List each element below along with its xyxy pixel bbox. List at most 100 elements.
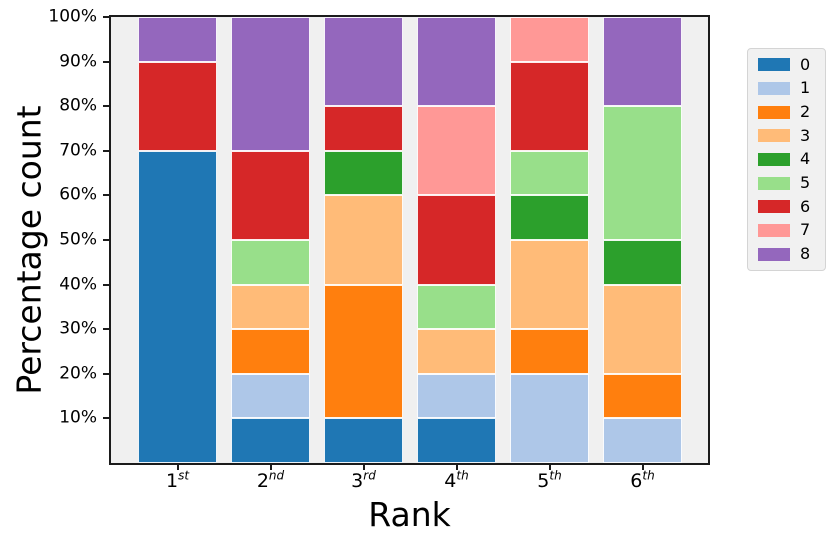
legend-swatch-2 xyxy=(758,105,790,119)
legend-item-6: 6 xyxy=(748,196,825,216)
x-tick-mark xyxy=(641,465,644,470)
y-tick-mark xyxy=(103,328,109,331)
bar-segment-1st-series-8 xyxy=(138,17,217,62)
bar-segment-3rd-series-0 xyxy=(324,418,403,463)
x-tick-superscript: nd xyxy=(268,468,285,483)
bar-segment-5th-series-2 xyxy=(510,329,589,374)
legend-swatch-0 xyxy=(758,58,790,72)
legend-swatch-6 xyxy=(758,200,790,214)
x-tick-mark xyxy=(455,465,458,470)
y-tick-label: 30% xyxy=(59,318,97,339)
bar-segment-4th-series-6 xyxy=(417,195,496,285)
x-tick-base: 2 xyxy=(256,470,269,492)
y-axis-title: Percentage count xyxy=(9,105,49,395)
bar-segment-2nd-series-5 xyxy=(231,240,310,285)
x-tick-superscript: rd xyxy=(363,468,376,483)
legend-swatch-8 xyxy=(758,247,790,261)
bar-segment-5th-series-4 xyxy=(510,195,589,241)
bar-segment-5th-series-3 xyxy=(510,240,589,330)
bar-segment-6th-series-5 xyxy=(603,106,682,241)
bars xyxy=(111,17,708,463)
y-tick-label: 50% xyxy=(59,229,97,250)
y-tick-label: 70% xyxy=(59,140,97,161)
y-tick-mark xyxy=(103,239,109,241)
legend: 0 1 2 3 4 5 6 7 8 xyxy=(747,48,826,271)
bar-segment-6th-series-1 xyxy=(603,418,682,463)
x-tick-label: 3rd xyxy=(351,468,376,492)
x-tick-label: 5th xyxy=(537,468,562,492)
bar-segment-2nd-series-2 xyxy=(231,329,310,374)
x-tick-base: 1 xyxy=(165,470,179,492)
x-tick-mark xyxy=(362,465,365,470)
x-tick-superscript: th xyxy=(642,468,655,483)
bar-segment-3rd-series-8 xyxy=(324,17,403,107)
legend-swatch-7 xyxy=(758,223,790,237)
y-tick-label: 40% xyxy=(59,274,97,295)
bar-segment-2nd-series-3 xyxy=(231,284,310,330)
legend-item-1: 1 xyxy=(748,80,825,96)
legend-label: 3 xyxy=(800,125,811,145)
x-tick-label: 1st xyxy=(165,468,190,492)
legend-label: 0 xyxy=(800,54,811,74)
x-tick-superscript: th xyxy=(549,468,562,483)
y-tick-mark xyxy=(103,149,109,152)
legend-swatch-3 xyxy=(758,129,790,143)
legend-swatch-4 xyxy=(758,152,790,166)
legend-label: 8 xyxy=(800,244,811,264)
bar-segment-5th-series-7 xyxy=(510,17,589,62)
legend-item-5: 5 xyxy=(748,175,825,191)
legend-label: 5 xyxy=(800,173,811,193)
bar-segment-6th-series-4 xyxy=(603,240,682,285)
bar-segment-2nd-series-1 xyxy=(231,373,310,419)
bar-segment-2nd-series-8 xyxy=(231,17,310,151)
x-tick-label: 4th xyxy=(444,468,469,491)
y-tick-label: 80% xyxy=(59,95,97,116)
bar-segment-3rd-series-6 xyxy=(324,106,403,151)
bar-segment-4th-series-0 xyxy=(417,418,496,463)
y-tick-mark xyxy=(103,105,109,108)
x-tick-base: 3 xyxy=(351,470,364,492)
y-tick-label: 20% xyxy=(59,363,97,384)
legend-item-8: 8 xyxy=(748,246,825,262)
x-axis-title: Rank xyxy=(368,495,451,534)
y-tick-label: 90% xyxy=(59,51,97,72)
bar-segment-4th-series-3 xyxy=(417,329,496,374)
bar-segment-4th-series-7 xyxy=(417,106,496,196)
y-tick-mark xyxy=(103,417,109,420)
bar-segment-2nd-series-0 xyxy=(231,418,310,463)
bar-4th xyxy=(417,17,496,463)
x-tick-base: 6 xyxy=(630,470,643,492)
legend-label: 2 xyxy=(800,102,811,122)
y-tick-label: 60% xyxy=(59,184,97,205)
bar-segment-3rd-series-3 xyxy=(324,195,403,285)
legend-swatch-1 xyxy=(758,81,790,95)
legend-label: 4 xyxy=(800,149,811,169)
legend-item-4: 4 xyxy=(748,151,825,167)
bar-segment-3rd-series-4 xyxy=(324,150,403,196)
legend-item-2: 2 xyxy=(748,104,825,120)
bar-segment-1st-series-6 xyxy=(138,61,217,151)
y-tick-label: 10% xyxy=(59,407,97,428)
bar-2nd xyxy=(231,17,310,463)
bar-segment-4th-series-8 xyxy=(417,17,496,107)
x-tick-mark xyxy=(548,465,551,470)
x-axis: 1st 2nd 3rd 4th 5th 6th xyxy=(111,463,708,503)
x-tick-superscript: th xyxy=(456,468,469,483)
legend-item-3: 3 xyxy=(748,125,825,145)
bar-segment-5th-series-6 xyxy=(510,61,589,151)
y-axis: 10% 20% 30% 40% 50% 60% 70% 80% 90% 100% xyxy=(0,8,109,463)
bar-segment-4th-series-1 xyxy=(417,373,496,419)
y-tick-mark xyxy=(103,16,109,18)
bar-segment-4th-series-5 xyxy=(417,284,496,330)
bar-1st xyxy=(138,17,217,463)
bar-segment-1st-series-0 xyxy=(138,150,217,463)
legend-item-0: 0 xyxy=(748,54,825,74)
x-tick-superscript: st xyxy=(178,468,190,483)
bar-segment-5th-series-5 xyxy=(510,150,589,196)
x-tick-base: 5 xyxy=(537,470,550,492)
bar-segment-6th-series-8 xyxy=(603,17,682,107)
y-tick-label: 100% xyxy=(48,6,97,27)
legend-label: 6 xyxy=(800,196,811,216)
y-tick-mark xyxy=(103,194,109,197)
y-tick-mark xyxy=(103,283,109,286)
